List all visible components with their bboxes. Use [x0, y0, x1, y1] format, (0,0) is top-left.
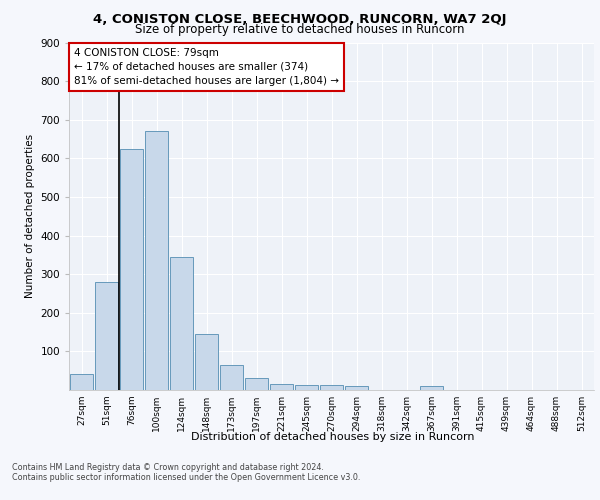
Bar [70, 374, 93, 390]
Bar [320, 386, 343, 390]
Text: Size of property relative to detached houses in Runcorn: Size of property relative to detached ho… [135, 22, 465, 36]
Bar [420, 386, 443, 390]
Y-axis label: Number of detached properties: Number of detached properties [25, 134, 35, 298]
Bar [195, 334, 218, 390]
Bar [245, 378, 268, 390]
Bar [145, 132, 168, 390]
Bar [220, 365, 243, 390]
Bar [295, 386, 318, 390]
Text: 4 CONISTON CLOSE: 79sqm
← 17% of detached houses are smaller (374)
81% of semi-d: 4 CONISTON CLOSE: 79sqm ← 17% of detache… [74, 48, 339, 86]
Text: Distribution of detached houses by size in Runcorn: Distribution of detached houses by size … [191, 432, 475, 442]
Bar [170, 257, 193, 390]
Bar [345, 386, 368, 390]
Text: Contains public sector information licensed under the Open Government Licence v3: Contains public sector information licen… [12, 472, 361, 482]
Bar [270, 384, 293, 390]
Text: Contains HM Land Registry data © Crown copyright and database right 2024.: Contains HM Land Registry data © Crown c… [12, 462, 324, 471]
Bar [120, 148, 143, 390]
Bar [95, 282, 118, 390]
Text: 4, CONISTON CLOSE, BEECHWOOD, RUNCORN, WA7 2QJ: 4, CONISTON CLOSE, BEECHWOOD, RUNCORN, W… [93, 12, 507, 26]
